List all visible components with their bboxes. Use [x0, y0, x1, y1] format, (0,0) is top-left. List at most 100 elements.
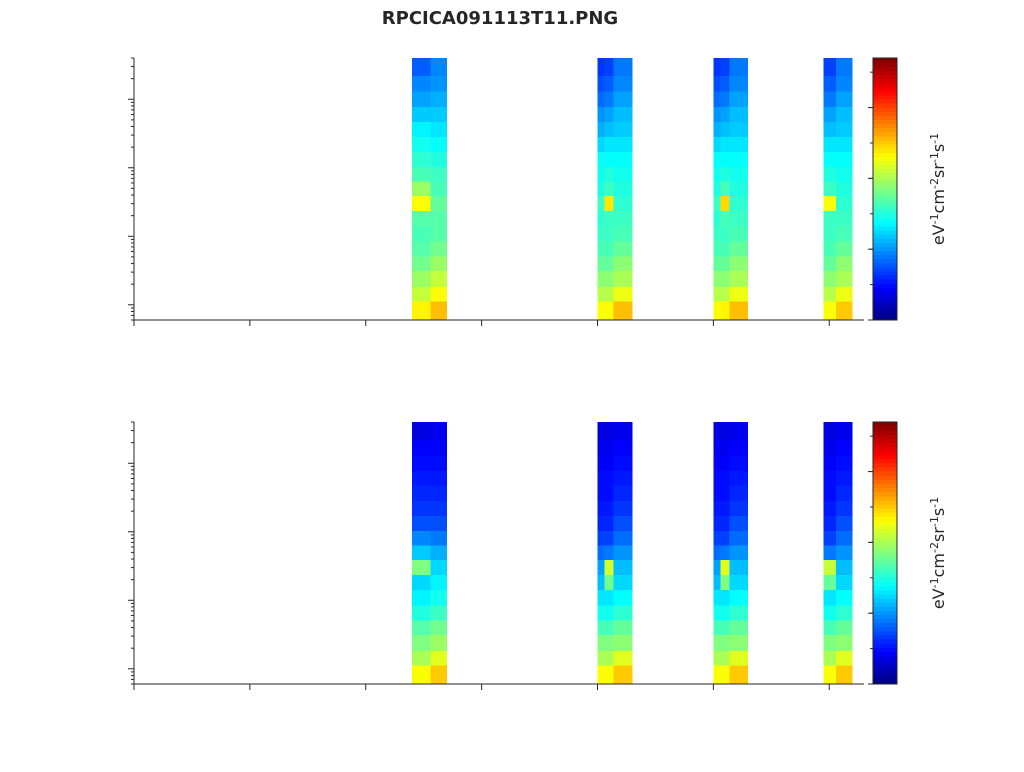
colorbar-swatch — [873, 573, 897, 579]
heatmap-cell — [713, 516, 721, 532]
heatmap-cell — [613, 226, 633, 242]
heatmap-cell — [613, 241, 633, 257]
heatmap-cell — [430, 301, 447, 320]
colorbar-swatch — [873, 454, 897, 460]
colorbar-swatch — [873, 647, 897, 652]
colorbar-swatch — [873, 606, 897, 611]
colorbar-frame — [872, 57, 898, 321]
heatmap-cell — [604, 167, 614, 182]
heatmap-cell — [713, 486, 721, 501]
heatmap-cell — [597, 590, 605, 606]
heatmap-cell — [430, 58, 447, 77]
heatmap-cell — [713, 256, 721, 272]
heatmap-cell — [836, 440, 853, 456]
colorbar-swatch — [873, 557, 897, 562]
heatmap-cell — [613, 152, 633, 168]
heatmap-cell — [729, 635, 749, 651]
heatmap-cell — [604, 590, 614, 606]
colorbar-swatch — [873, 532, 897, 538]
heatmap-cell — [823, 531, 837, 546]
heatmap-cell — [412, 620, 431, 636]
colorbar-swatch — [873, 471, 897, 476]
heatmap-cell — [430, 136, 447, 153]
heatmap-cell — [412, 650, 431, 666]
heatmap-cell — [604, 301, 614, 320]
heatmap-cell — [597, 470, 605, 487]
heatmap-cell — [430, 650, 447, 666]
colorbar-swatch — [873, 426, 897, 431]
heatmap-cell — [836, 590, 853, 606]
colorbar-swatch — [873, 164, 897, 170]
heatmap-cell — [836, 545, 853, 560]
heatmap-cell — [713, 76, 721, 92]
unit-base: cm — [929, 553, 948, 577]
heatmap-cell — [430, 241, 447, 257]
colorbar-swatch — [873, 589, 897, 595]
heatmap-cell — [720, 516, 730, 532]
heatmap-cell — [823, 76, 837, 92]
heatmap-cell — [729, 152, 749, 168]
heatmap-cell — [597, 559, 605, 576]
colorbar-swatch — [873, 462, 897, 468]
heatmap-cell — [613, 286, 633, 302]
colorbar-swatch — [873, 524, 897, 530]
colorbar-swatch — [873, 675, 897, 681]
heatmap-cell — [430, 516, 447, 532]
colorbar-swatch — [873, 234, 897, 239]
colorbar-swatch — [873, 671, 897, 677]
heatmap-cell — [597, 516, 605, 532]
heatmap-cell — [430, 455, 447, 471]
heatmap-cells — [412, 58, 853, 320]
heatmap-cell — [836, 152, 853, 168]
heatmap-cell — [412, 152, 431, 168]
heatmap-cell — [597, 301, 605, 320]
heatmap-cell — [720, 58, 730, 77]
heatmap-cell — [823, 440, 837, 456]
heatmap-cell — [823, 590, 837, 606]
panels: eV-1cm-2sr-1s-1eV-1cm-2sr-1s-1 — [128, 57, 948, 690]
colorbar-swatch — [873, 287, 897, 292]
heatmap-cell — [597, 422, 605, 441]
colorbar-swatch — [873, 430, 897, 435]
heatmap-cell — [597, 531, 605, 546]
heatmap-cell — [836, 181, 853, 196]
heatmap-cell — [613, 620, 633, 636]
heatmap-cell — [720, 559, 730, 576]
heatmap-cell — [720, 650, 730, 666]
heatmap-cell — [836, 76, 853, 92]
colorbar-swatch — [873, 520, 897, 525]
heatmap-cell — [613, 195, 633, 212]
colorbar-swatch — [873, 58, 897, 63]
heatmap-cell — [613, 91, 633, 107]
colorbar-swatch — [873, 483, 897, 489]
heatmap-cell — [604, 286, 614, 302]
heatmap-cell — [836, 58, 853, 77]
heatmap-cell — [720, 486, 730, 501]
heatmap-cell — [836, 575, 853, 591]
heatmap-cell — [823, 575, 837, 591]
colorbar-swatch — [873, 205, 897, 211]
colorbar-swatch — [873, 90, 897, 96]
heatmap-cell — [613, 440, 633, 456]
heatmap-cell — [729, 531, 749, 546]
heatmap-cell — [836, 486, 853, 501]
colorbar-swatch — [873, 655, 897, 661]
colorbar-swatch — [873, 569, 897, 575]
heatmap-cell — [720, 286, 730, 302]
colorbar-swatch — [873, 131, 897, 137]
heatmap-cell — [430, 181, 447, 196]
colorbar-swatch — [873, 152, 897, 157]
heatmap-cell — [729, 211, 749, 227]
colorbar-swatch — [873, 438, 897, 444]
heatmap-cell — [713, 545, 721, 560]
heatmap-cell — [604, 500, 614, 517]
colorbar-swatch — [873, 189, 897, 194]
colorbar-swatch — [873, 250, 897, 256]
heatmap-cell — [604, 76, 614, 92]
heatmap-cell — [823, 241, 837, 257]
colorbar-swatch — [873, 458, 897, 464]
heatmap-cell — [729, 241, 749, 257]
heatmap-cell — [713, 136, 721, 153]
colorbar-swatch — [873, 262, 897, 268]
